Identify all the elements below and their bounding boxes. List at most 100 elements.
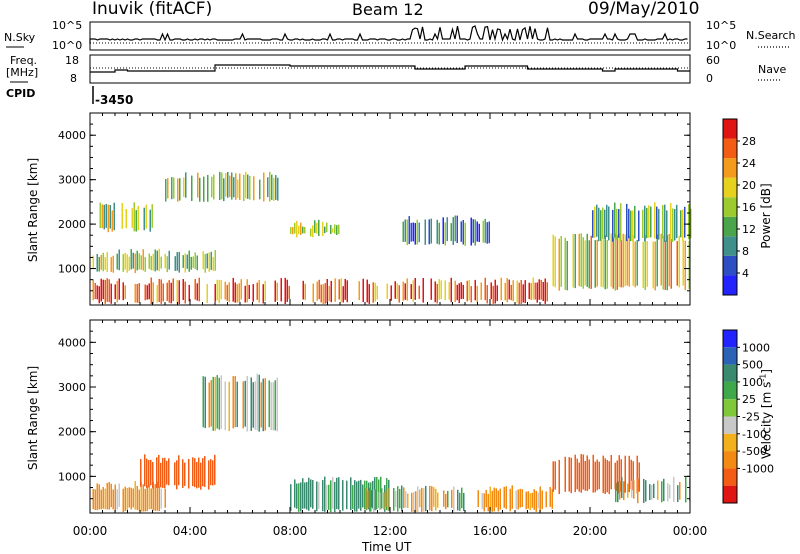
- power-cell: [460, 221, 462, 242]
- nave-tick-high: 60: [706, 54, 720, 67]
- power-cell: [168, 280, 170, 303]
- velocity-cell: [336, 477, 338, 509]
- velocity-cell: [166, 460, 168, 485]
- power-cell: [600, 240, 602, 287]
- power-cell: [302, 226, 304, 234]
- power-cell: [440, 280, 442, 299]
- power-cell: [124, 252, 126, 270]
- velocity-cell: [371, 490, 373, 508]
- velocity-cell: [144, 454, 146, 487]
- velocity-cell: [330, 480, 332, 513]
- velocity-cell: [403, 487, 405, 508]
- xtick-label: 04:00: [173, 524, 208, 538]
- freq-tick-high: 18: [65, 54, 79, 67]
- power-cell: [434, 281, 436, 303]
- power-cell: [612, 209, 614, 242]
- power-cell: [188, 284, 190, 302]
- power-cell: [604, 209, 606, 239]
- velocity-cell: [598, 461, 600, 490]
- velocity-cell: [621, 477, 623, 498]
- power-cell: [304, 227, 306, 234]
- power-cell: [158, 278, 160, 302]
- velocity-cell: [210, 380, 212, 427]
- velocity-cell: [220, 375, 222, 430]
- power-cell: [310, 228, 312, 237]
- power-cell: [424, 219, 426, 245]
- velocity-cell: [260, 382, 262, 428]
- velocity-cell: [657, 480, 659, 500]
- velocity-cell: [661, 481, 663, 503]
- velocity-cell: [630, 459, 632, 490]
- power-cell: [574, 234, 576, 289]
- velocity-cell: [102, 487, 104, 509]
- velocity-cell: [576, 458, 578, 490]
- velocity-cell: [294, 479, 296, 508]
- velocity-cell: [112, 489, 114, 510]
- freq-tick-low: 8: [70, 72, 77, 85]
- velocity-cell: [204, 376, 206, 429]
- power-cell: [600, 210, 602, 241]
- power-cell: [446, 217, 448, 242]
- power-cell: [688, 204, 690, 240]
- power-cell: [144, 284, 146, 301]
- velocity-cell: [176, 460, 178, 490]
- power-cell: [506, 278, 508, 303]
- power-cell: [134, 253, 136, 273]
- power-cell: [544, 278, 546, 304]
- nsearch-label: N.Search: [746, 29, 796, 42]
- velocity-cell: [433, 487, 435, 507]
- power-cell: [114, 284, 116, 300]
- velocity-cell: [244, 380, 246, 427]
- power-cell: [484, 218, 486, 243]
- velocity-cell: [116, 489, 118, 510]
- power-cell: [152, 253, 154, 271]
- velocity-cell: [144, 488, 146, 512]
- velocity-cell: [326, 484, 328, 511]
- power-cell: [166, 282, 168, 301]
- power-cell: [586, 233, 588, 287]
- power-cell: [430, 278, 432, 300]
- velocity-cell: [649, 484, 651, 500]
- velocity-cell: [152, 462, 154, 489]
- velocity-cell: [423, 488, 425, 512]
- velocity-colorbar-label-tick: 25: [742, 393, 756, 406]
- power-cell: [151, 204, 153, 228]
- velocity-cell: [204, 456, 206, 487]
- power-cell: [518, 282, 520, 305]
- power-cell: [143, 207, 145, 231]
- power-cell: [662, 235, 664, 290]
- power-cell: [394, 281, 396, 299]
- power-cell: [690, 208, 692, 239]
- velocity-cell: [328, 484, 330, 510]
- power-cell: [328, 285, 330, 302]
- velocity-cell: [541, 490, 543, 509]
- velocity-cell: [663, 478, 665, 502]
- power-cell: [219, 171, 221, 200]
- velocity-cell: [114, 484, 116, 512]
- power-cell: [362, 278, 364, 303]
- velocity-cell: [148, 460, 150, 488]
- power-cell: [124, 285, 126, 299]
- velocity-cell: [461, 487, 463, 509]
- power-cell: [416, 219, 418, 245]
- power-cell: [666, 210, 668, 242]
- velocity-cell: [202, 376, 204, 428]
- velocity-cell: [364, 480, 366, 510]
- power-cell: [99, 202, 101, 229]
- power-cell: [188, 250, 190, 272]
- velocity-colorbar-segment: [723, 347, 737, 365]
- power-cell: [666, 235, 668, 291]
- power-cell: [654, 202, 656, 239]
- power-cell: [500, 277, 502, 301]
- power-cell: [322, 221, 324, 236]
- power-cell: [133, 202, 135, 232]
- velocity-cell: [627, 483, 629, 498]
- power-cell: [113, 202, 115, 231]
- power-cell: [606, 240, 608, 289]
- power-cell: [262, 284, 264, 304]
- power-cell: [286, 279, 288, 302]
- power-cell: [318, 279, 320, 300]
- power-cell: [402, 221, 404, 242]
- velocity-cell: [366, 480, 368, 511]
- velocity-colorbar-segment: [723, 381, 737, 400]
